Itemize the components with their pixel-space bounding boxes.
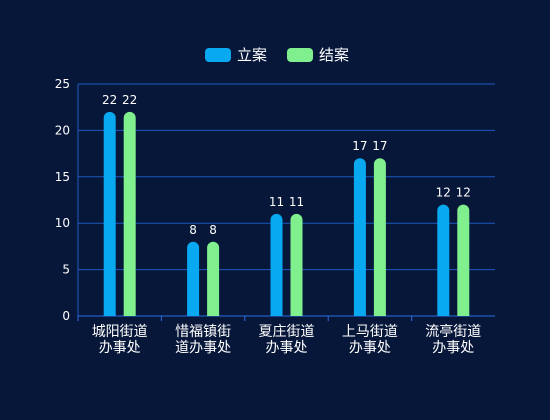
legend-item-series-1[interactable]: 结案	[287, 45, 349, 65]
x-tick-label-2-0: 夏庄街道	[259, 323, 315, 340]
data-label-0-3: 17	[352, 139, 367, 153]
y-tick-label-2: 10	[55, 216, 70, 230]
x-tick-label-1-1: 道办事处	[175, 340, 231, 356]
x-tick-label-1-0: 惜福镇街	[175, 324, 231, 340]
data-label-1-3: 17	[372, 139, 387, 153]
y-tick-label-3: 15	[55, 170, 70, 184]
bar-1-3	[373, 158, 386, 316]
legend-swatch-series-0	[204, 48, 231, 62]
y-tick-label-1: 5	[62, 263, 70, 277]
bar-1-1	[207, 241, 220, 316]
x-tick-label-0-0: 城阳街道	[92, 324, 148, 340]
y-tick-label-5: 25	[55, 77, 70, 91]
x-tick-label-3-0: 上马街道	[342, 324, 398, 340]
data-label-1-2: 11	[289, 195, 304, 209]
data-label-0-2: 11	[269, 195, 284, 209]
chart-legend: 立案 结案	[0, 44, 550, 66]
bar-0-1	[187, 241, 200, 316]
data-label-0-4: 12	[436, 186, 451, 200]
y-tick-label-4: 20	[55, 123, 70, 137]
y-tick-label-0: 0	[62, 309, 70, 323]
bar-1-0	[123, 111, 136, 316]
x-tick-label-0-1: 办事处	[99, 340, 141, 356]
x-tick-label-4-0: 流亭街道	[425, 323, 481, 340]
data-label-1-0: 22	[122, 93, 137, 107]
x-tick-label-4-1: 办事处	[432, 340, 474, 356]
legend-swatch-series-1	[287, 48, 313, 62]
bar-0-4	[437, 204, 450, 316]
bar-0-0	[103, 111, 116, 316]
data-label-1-1: 8	[209, 223, 217, 237]
data-label-0-0: 22	[102, 93, 117, 107]
x-tick-label-2-1: 办事处	[266, 340, 308, 356]
x-tick-label-3-1: 办事处	[349, 340, 391, 356]
data-label-1-4: 12	[456, 186, 471, 200]
legend-item-series-0[interactable]: 立案	[204, 45, 267, 65]
legend-label-series-0: 立案	[236, 46, 267, 64]
bar-1-2	[290, 213, 303, 316]
data-label-0-1: 8	[189, 223, 197, 237]
bar-1-4	[457, 204, 470, 316]
bar-0-3	[353, 158, 366, 316]
bar-0-2	[270, 213, 283, 316]
legend-label-series-1: 结案	[319, 46, 350, 64]
